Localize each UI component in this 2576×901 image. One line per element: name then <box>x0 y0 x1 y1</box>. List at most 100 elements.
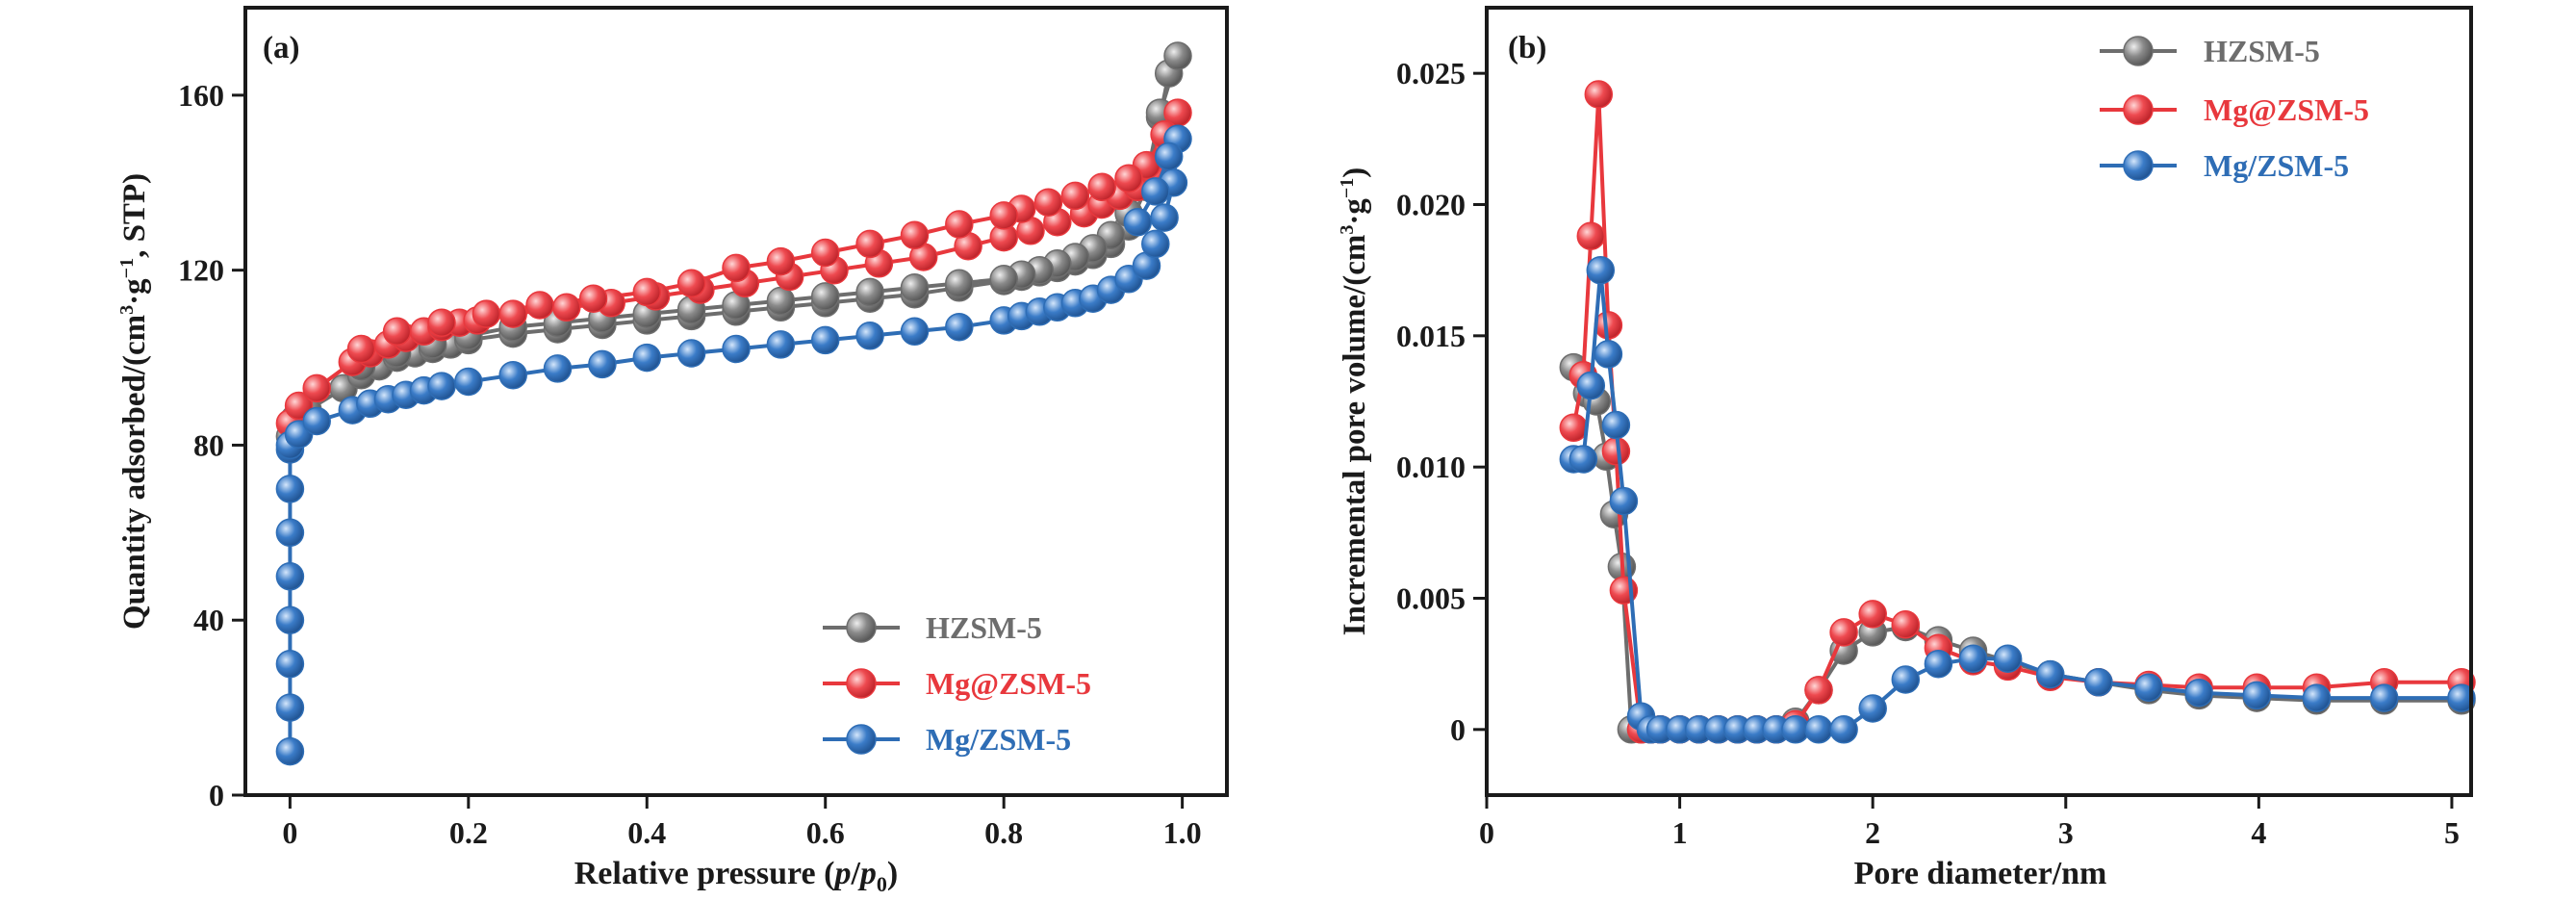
panel-a-legend-label: Mg/ZSM-5 <box>926 722 1071 757</box>
panel-b-axes: 0 1 2 3 4 5 0 0.005 0.010 0.015 0.020 0.025 <box>1396 56 2460 850</box>
panel-b-point-mg-zsm-5 <box>1609 486 1639 516</box>
panel-a-point-mg-zsm-5 <box>989 201 1018 230</box>
panel-b-point-mg-zsm-5 <box>1858 694 1887 723</box>
panel-a-legend-item-hzsm-5: HZSM-5 <box>823 610 1042 645</box>
panel-a-point-mg-zsm-5 <box>632 277 662 307</box>
panel-a-point-mg-zsm-5 <box>427 308 456 337</box>
panel-a-legend-label: Mg@ZSM-5 <box>926 666 1091 701</box>
panel-b-x-axis-label: Pore diameter/nm <box>1854 856 2107 891</box>
panel-b-y-tick-label: 0.025 <box>1396 56 1466 90</box>
panel-a-point-mg-zsm-5 <box>275 605 305 634</box>
panel-a-label: (a) <box>263 31 299 65</box>
panel-a-point-mg-zsm-5 <box>346 334 376 364</box>
panel-a-y-tick-label: 80 <box>193 427 224 462</box>
panel-a-point-hzsm-5 <box>1163 41 1192 70</box>
panel-b-x-tick-label: 1 <box>1672 815 1688 850</box>
panel-a-legend-label: HZSM-5 <box>926 610 1042 645</box>
panel-a-point-mg-zsm-5 <box>498 299 527 328</box>
panel-b-point-mg-zsm-5 <box>2035 659 2065 689</box>
panel-b-point-mg-zsm-5 <box>1569 445 1598 474</box>
panel-b-point-mg-zsm-5 <box>2242 681 2272 710</box>
panel-a-point-mg-zsm-5 <box>275 475 305 503</box>
panel-b-legend: HZSM-5 Mg@ZSM-5 Mg/ZSM-5 <box>2100 34 2369 183</box>
panel-b-point-mg-zsm-5 <box>1586 255 1616 285</box>
panel-a-x-tick-label: 0.4 <box>627 815 666 850</box>
panel-a-point-mg-zsm-5 <box>1114 164 1143 193</box>
panel-a-point-mg-zsm-5 <box>855 322 884 350</box>
panel-b-legend-marker <box>2123 94 2154 125</box>
panel-b-frame <box>1485 6 2473 797</box>
panel-a-point-hzsm-5 <box>766 286 796 316</box>
panel-b-legend-marker <box>2123 150 2154 181</box>
panel-a-point-mg-zsm-5 <box>275 736 305 766</box>
panel-b-series-line-mg-zsm-5 <box>1571 92 2461 732</box>
panel-a-x-tick-label: 0 <box>282 815 297 850</box>
panel-a-point-mg-zsm-5 <box>1033 188 1063 217</box>
panel-b-plot <box>1559 80 2476 744</box>
panel-a-point-mg-zsm-5 <box>900 317 930 347</box>
panel-a-point-hzsm-5 <box>945 269 974 298</box>
panel-a-point-mg-zsm-5 <box>498 360 527 390</box>
panel-a-point-mg-zsm-5 <box>1141 229 1170 259</box>
panel-b-point-mg-zsm-5 <box>2134 673 2163 702</box>
panel-a-point-mg-zsm-5 <box>552 293 581 322</box>
panel-b-point-mg-zsm-5 <box>1858 600 1887 629</box>
panel-a-point-mg-zsm-5 <box>810 238 840 268</box>
panel-a-legend-marker <box>846 668 877 699</box>
panel-b-legend-item-hzsm-5: HZSM-5 <box>2100 34 2320 68</box>
panel-b-legend-label: HZSM-5 <box>2204 34 2320 68</box>
panel-b: 0 1 2 3 4 5 0 0.005 0.010 0.015 0.020 0.025 (b) Por… <box>1337 6 2476 891</box>
panel-a-y-tick-label: 120 <box>178 253 224 288</box>
panel-a-y-tick-label: 160 <box>178 78 224 113</box>
panel-b-point-mg-zsm-5 <box>1594 340 1623 369</box>
panel-b-point-mg-zsm-5 <box>1993 644 2023 673</box>
panel-b-point-mg-zsm-5 <box>1924 649 1953 679</box>
panel-b-point-mg-zsm-5 <box>1601 410 1631 440</box>
panel-a-axes: 0 0.2 0.4 0.6 0.8 1.0 0 40 80 120 160 <box>178 78 1202 850</box>
panel-a-point-mg-zsm-5 <box>1150 203 1179 232</box>
panel-a-point-mg-zsm-5 <box>588 349 617 379</box>
panel-b-x-tick-label: 3 <box>2058 815 2074 850</box>
panel-a-x-tick-label: 0.8 <box>984 815 1023 850</box>
panel-a-frame <box>243 6 1229 797</box>
panel-a-point-mg-zsm-5 <box>900 220 930 250</box>
panel-b-y-tick-label: 0.015 <box>1396 319 1466 353</box>
panel-b-point-mg-zsm-5 <box>1576 221 1606 250</box>
panel-b-point-mg-zsm-5 <box>2447 683 2476 712</box>
panel-a-point-mg-zsm-5 <box>427 372 456 400</box>
panel-b-y-tick-label: 0.020 <box>1396 188 1466 222</box>
panel-a-point-hzsm-5 <box>855 277 884 307</box>
panel-a-point-mg-zsm-5 <box>382 317 412 347</box>
panel-b-x-tick-label: 5 <box>2444 815 2460 850</box>
panel-b-point-mg-zsm-5 <box>1958 644 1988 673</box>
panel-a-point-mg-zsm-5 <box>1141 177 1170 206</box>
panel-b-x-tick-label: 2 <box>1865 815 1880 850</box>
panel-b-y-tick-label: 0 <box>1450 712 1466 747</box>
panel-b-point-mg-zsm-5 <box>1829 715 1858 744</box>
panel-a-point-mg-zsm-5 <box>275 649 305 679</box>
panel-a-point-mg-zsm-5 <box>472 299 501 328</box>
panel-b-point-mg-zsm-5 <box>1584 80 1614 109</box>
panel-a-point-mg-zsm-5 <box>766 246 796 276</box>
panel-a-point-mg-zsm-5 <box>676 339 706 368</box>
panel-a-y-tick-label: 40 <box>193 603 224 637</box>
panel-b-y-tick-label: 0.005 <box>1396 581 1466 616</box>
panel-a-point-mg-zsm-5 <box>855 229 884 259</box>
panel-a-x-tick-label: 1.0 <box>1163 815 1202 850</box>
panel-a-point-mg-zsm-5 <box>275 693 305 722</box>
panel-b-point-mg-zsm-5 <box>1559 413 1589 443</box>
panel-b-legend-item-mg-zsm-5: Mg@ZSM-5 <box>2100 92 2369 127</box>
panel-a-point-hzsm-5 <box>810 282 840 311</box>
panel-b-legend-marker <box>2123 36 2154 66</box>
panel-a-point-mg-zsm-5 <box>578 284 608 313</box>
panel-a-point-mg-zsm-5 <box>275 518 305 548</box>
panel-b-y-axis-label: Incremental pore volume/(cm3·g−1) <box>1337 167 1372 636</box>
panel-a-point-mg-zsm-5 <box>722 334 751 364</box>
panel-a-y-tick-label: 0 <box>209 778 224 812</box>
panel-b-point-mg-zsm-5 <box>1829 618 1858 647</box>
panel-a-point-mg-zsm-5 <box>543 354 573 383</box>
panel-a-point-hzsm-5 <box>989 265 1018 294</box>
panel-a-x-axis-label: Relative pressure (p/p0) <box>574 856 898 896</box>
panel-a-point-mg-zsm-5 <box>275 562 305 591</box>
panel-a-point-mg-zsm-5 <box>632 343 662 373</box>
